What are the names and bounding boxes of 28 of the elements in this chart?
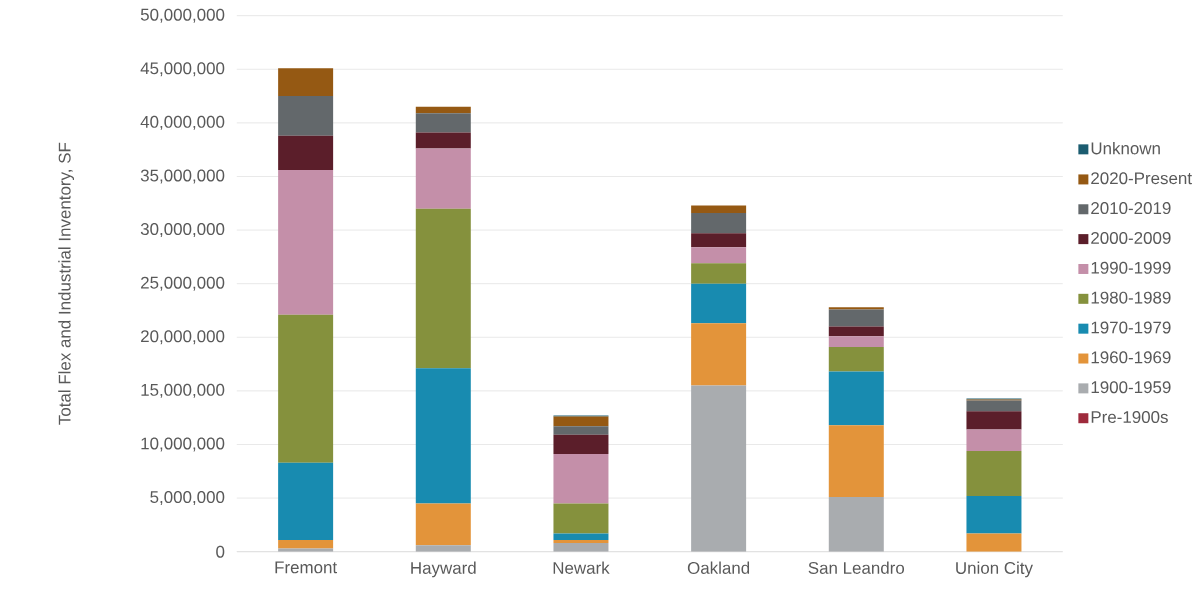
legend-label: Unknown bbox=[1091, 141, 1160, 155]
y-axis-title: Total Flex and Industrial Inventory, SF bbox=[58, 142, 75, 425]
x-tick-label: Newark bbox=[553, 561, 610, 574]
y-tick-label: 35,000,000 bbox=[140, 169, 225, 184]
y-tick-label: 15,000,000 bbox=[141, 383, 225, 398]
y-tick-label: 20,000,000 bbox=[141, 330, 225, 345]
x-tick-label: Hayward bbox=[411, 561, 476, 578]
legend-label: 2020-Present bbox=[1091, 172, 1192, 185]
y-tick-label: 5,000,000 bbox=[150, 491, 225, 506]
legend-label: 1980-1989 bbox=[1091, 291, 1171, 304]
y-tick-label: 50,000,000 bbox=[140, 8, 225, 23]
legend-label: 1970-1979 bbox=[1091, 321, 1171, 334]
legend-label: 2010-2019 bbox=[1091, 202, 1171, 215]
x-tick-label: San Leandro bbox=[808, 561, 905, 574]
y-tick-label: 45,000,000 bbox=[140, 62, 225, 77]
y-tick-label: 0 bbox=[216, 545, 225, 558]
y-tick-label: 40,000,000 bbox=[140, 115, 225, 130]
y-tick-label: 30,000,000 bbox=[140, 223, 225, 238]
x-tick-label: Oakland bbox=[687, 561, 750, 574]
x-tick-label: Union City bbox=[956, 561, 1033, 578]
legend-label: 1900-1959 bbox=[1091, 381, 1171, 394]
legend-label: 2000-2009 bbox=[1091, 231, 1171, 244]
y-tick-label: 10,000,000 bbox=[141, 437, 225, 452]
x-tick-label: Fremont bbox=[275, 561, 338, 574]
y-tick-label: 25,000,000 bbox=[141, 276, 225, 291]
legend-label: 1960-1969 bbox=[1091, 351, 1171, 364]
legend-label: Pre-1900s bbox=[1091, 411, 1168, 424]
legend-label: 1990-1999 bbox=[1091, 261, 1171, 274]
